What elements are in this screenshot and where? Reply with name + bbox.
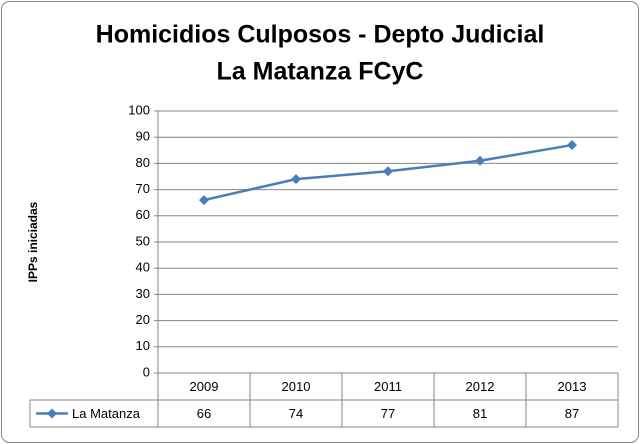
y-tick-label: 80 xyxy=(136,155,150,170)
y-tick-label: 10 xyxy=(136,338,150,353)
x-tick-label: 2011 xyxy=(374,379,402,394)
y-tick-label: 100 xyxy=(128,102,150,117)
table-value: 66 xyxy=(197,406,211,421)
table-value: 81 xyxy=(473,406,487,421)
x-tick-label: 2010 xyxy=(282,379,311,394)
legend-label: La Matanza xyxy=(72,406,141,421)
table-value: 74 xyxy=(289,406,303,421)
data-point xyxy=(199,195,209,206)
data-point xyxy=(383,166,393,177)
y-tick-label: 0 xyxy=(143,364,150,379)
x-tick-label: 2009 xyxy=(190,379,219,394)
data-point xyxy=(567,140,577,151)
y-tick-label: 30 xyxy=(136,286,150,301)
y-tick-label: 70 xyxy=(136,181,150,196)
y-tick-label: 20 xyxy=(136,312,150,327)
y-tick-label: 50 xyxy=(136,233,150,248)
table-value: 87 xyxy=(565,406,579,421)
y-tick-label: 40 xyxy=(136,260,150,275)
legend-marker xyxy=(47,408,57,419)
data-point xyxy=(475,155,485,166)
chart-title: La Matanza FCyC xyxy=(217,58,424,86)
y-tick-label: 90 xyxy=(136,129,150,144)
data-point xyxy=(291,174,301,185)
chart-title: Homicidios Culposos - Depto Judicial xyxy=(96,21,545,49)
y-axis-title: IPPs iniciadas xyxy=(26,201,40,282)
y-tick-label: 60 xyxy=(136,207,150,222)
table-value: 77 xyxy=(381,406,395,421)
x-tick-label: 2012 xyxy=(466,379,495,394)
x-tick-label: 2013 xyxy=(558,379,587,394)
